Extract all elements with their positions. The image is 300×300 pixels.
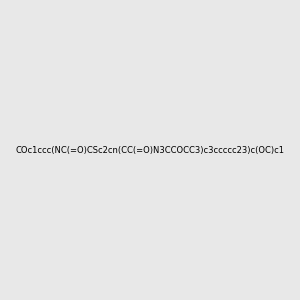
Text: COc1ccc(NC(=O)CSc2cn(CC(=O)N3CCOCC3)c3ccccc23)c(OC)c1: COc1ccc(NC(=O)CSc2cn(CC(=O)N3CCOCC3)c3cc… [16, 146, 284, 154]
